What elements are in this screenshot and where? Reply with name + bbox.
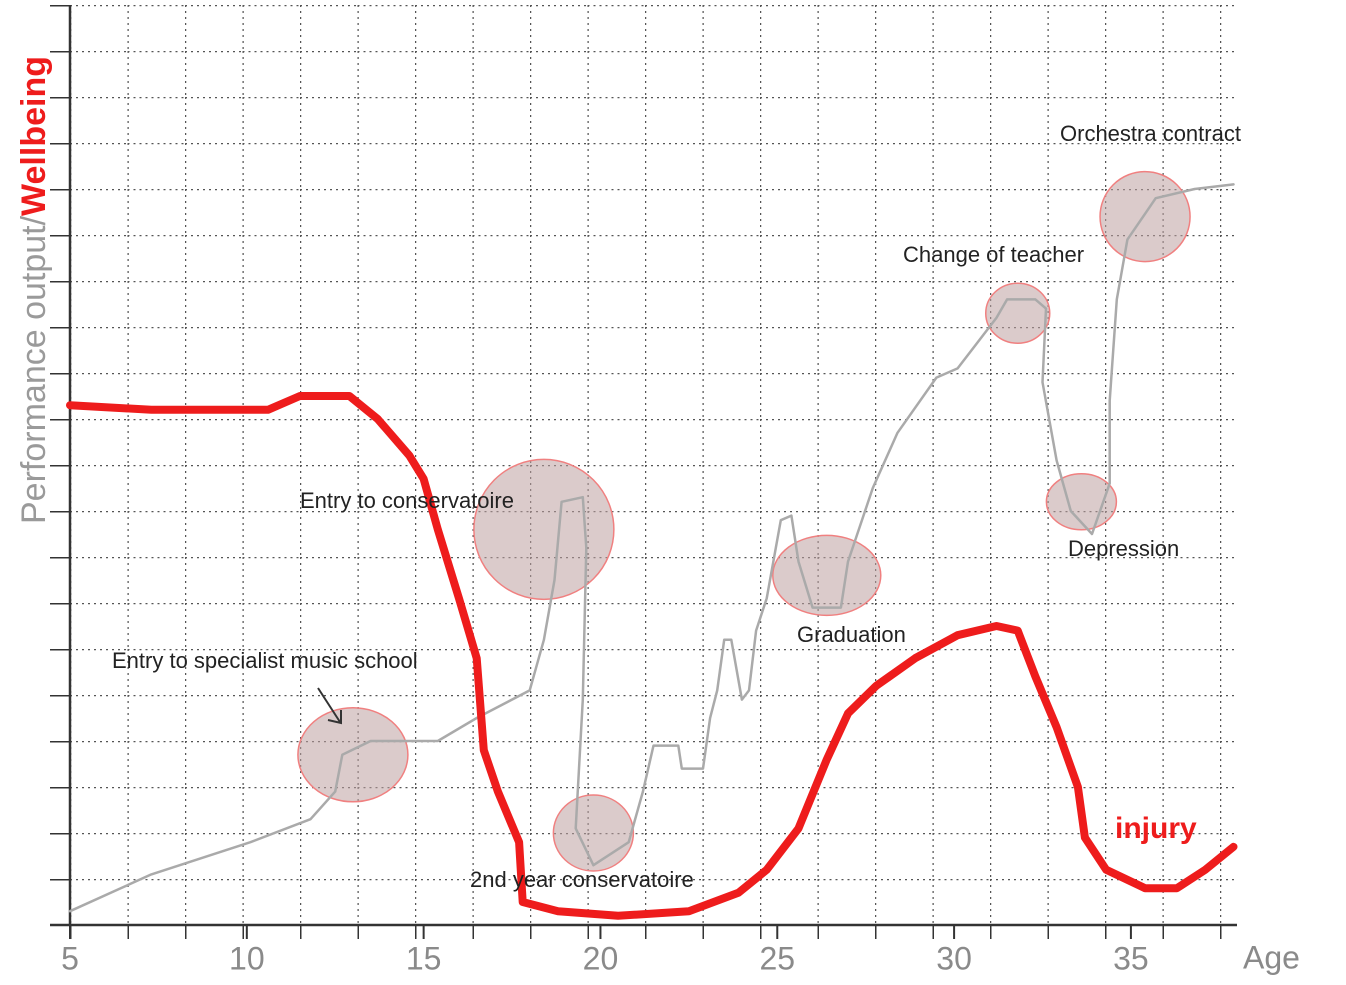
annotation-label: 2nd year conservatoire xyxy=(470,867,694,892)
x-minor-ticks xyxy=(70,925,1237,939)
annotation-circle xyxy=(473,458,615,601)
series-line xyxy=(68,183,1235,913)
labels: Entry to specialist music school Entry to… xyxy=(112,121,1241,892)
annotation-arrow xyxy=(317,687,342,725)
series-line xyxy=(66,392,1238,920)
x-tick-label: 30 xyxy=(936,940,972,976)
annotation-label: Depression xyxy=(1068,536,1179,561)
injury-label: injury xyxy=(1115,812,1197,845)
x-tick-label: 15 xyxy=(406,940,442,976)
y-axis-label: Performance output/Wellbeing xyxy=(15,56,53,524)
lines xyxy=(66,183,1238,920)
x-tick-label: 25 xyxy=(759,940,795,976)
annotation-label: Entry to specialist music school xyxy=(112,648,418,673)
annotation-circle xyxy=(1099,170,1191,263)
x-tick-label: 10 xyxy=(229,940,265,976)
x-tick-label: 20 xyxy=(583,940,619,976)
y-label-part: Performance output/ xyxy=(15,215,53,524)
x-tick-label: 5 xyxy=(61,940,79,976)
annotation-circle xyxy=(297,707,409,803)
y-label-part: Wellbeing xyxy=(15,56,53,216)
annotation-label: Change of teacher xyxy=(903,242,1084,267)
x-tick-label: 35 xyxy=(1113,940,1149,976)
grid xyxy=(70,5,1237,925)
annotation-label: Entry to conservatoire xyxy=(300,488,514,513)
y-ticks xyxy=(50,5,70,925)
annotation-circle xyxy=(772,534,882,617)
annotation-label: Orchestra contract xyxy=(1060,121,1241,146)
annotation-label: Graduation xyxy=(797,622,906,647)
annotation-circle xyxy=(984,282,1051,344)
x-axis-label: Age xyxy=(1243,939,1300,975)
annotation-circle xyxy=(552,794,635,872)
